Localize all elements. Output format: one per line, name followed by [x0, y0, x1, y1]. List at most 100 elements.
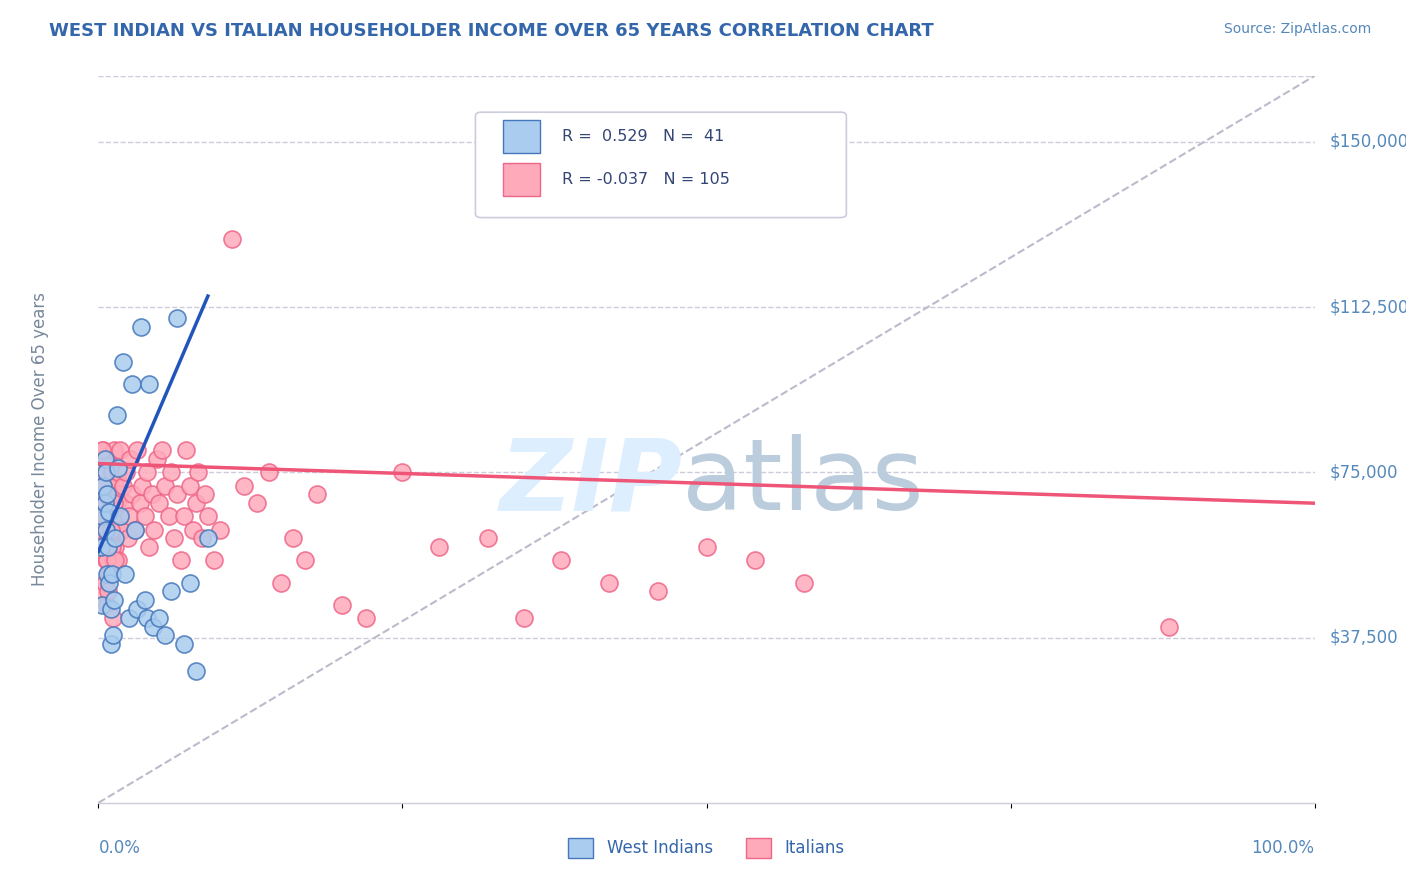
Point	[118, 452, 141, 467]
Point	[98, 566, 121, 581]
Point	[96, 452, 118, 467]
Point	[174, 443, 197, 458]
Point	[91, 478, 114, 492]
Point	[110, 509, 132, 524]
Point	[105, 496, 128, 510]
Point	[91, 478, 114, 492]
Point	[93, 487, 115, 501]
Point	[91, 443, 114, 458]
Point	[166, 311, 188, 326]
Point	[138, 377, 160, 392]
Point	[103, 443, 125, 458]
Point	[96, 566, 118, 581]
Point	[111, 478, 134, 492]
Point	[184, 496, 207, 510]
Point	[100, 637, 122, 651]
Point	[98, 575, 121, 590]
Point	[245, 496, 267, 510]
Point	[91, 523, 114, 537]
Point	[94, 523, 117, 537]
Point	[110, 443, 132, 458]
Point	[233, 478, 256, 492]
Point	[142, 619, 165, 633]
Point	[97, 487, 120, 501]
Point	[91, 598, 114, 612]
Point	[127, 443, 149, 458]
Point	[96, 598, 118, 612]
Point	[104, 478, 127, 492]
Point	[98, 566, 121, 581]
Point	[118, 611, 141, 625]
Point	[391, 466, 413, 480]
Point	[101, 611, 124, 625]
Text: 100.0%: 100.0%	[1251, 839, 1315, 857]
Text: WEST INDIAN VS ITALIAN HOUSEHOLDER INCOME OVER 65 YEARS CORRELATION CHART: WEST INDIAN VS ITALIAN HOUSEHOLDER INCOM…	[49, 22, 934, 40]
Point	[121, 487, 143, 501]
Point	[97, 541, 120, 555]
Point	[101, 532, 124, 546]
Point	[129, 320, 152, 334]
Point	[131, 478, 153, 492]
Point	[97, 532, 120, 546]
Point	[94, 466, 117, 480]
Text: atlas: atlas	[682, 434, 924, 532]
Point	[209, 523, 232, 537]
Point	[91, 541, 114, 555]
Point	[107, 466, 129, 480]
Point	[100, 496, 122, 510]
Point	[103, 509, 125, 524]
Point	[181, 523, 204, 537]
Point	[146, 452, 169, 467]
Point	[281, 532, 304, 546]
Point	[98, 509, 121, 524]
Text: Householder Income Over 65 years: Householder Income Over 65 years	[31, 293, 49, 586]
Point	[696, 541, 718, 555]
Point	[163, 532, 186, 546]
Point	[121, 377, 143, 392]
Text: $37,500: $37,500	[1329, 629, 1398, 647]
Point	[136, 466, 159, 480]
Point	[101, 466, 124, 480]
Point	[134, 509, 156, 524]
Point	[103, 496, 125, 510]
Point	[294, 553, 316, 567]
Point	[100, 602, 122, 616]
Point	[148, 611, 170, 625]
Point	[100, 523, 122, 537]
Point	[138, 541, 160, 555]
Point	[257, 466, 280, 480]
Point	[330, 598, 353, 612]
Point	[179, 478, 201, 492]
Point	[114, 496, 136, 510]
Point	[100, 541, 122, 555]
Point	[105, 408, 128, 422]
Point	[155, 478, 177, 492]
Point	[173, 637, 195, 651]
Point	[98, 505, 121, 519]
Point	[111, 355, 134, 369]
Point	[150, 443, 173, 458]
Point	[202, 553, 225, 567]
Point	[93, 509, 115, 524]
Point	[170, 553, 193, 567]
Point	[160, 466, 183, 480]
Point	[96, 487, 118, 501]
Point	[148, 496, 170, 510]
Point	[513, 611, 536, 625]
Point	[1157, 619, 1180, 633]
Point	[427, 541, 450, 555]
Point	[90, 541, 112, 555]
Point	[104, 532, 127, 546]
Point	[96, 523, 118, 537]
Point	[173, 509, 195, 524]
Point	[105, 523, 128, 537]
Point	[117, 532, 139, 546]
Point	[114, 566, 136, 581]
Point	[93, 452, 115, 467]
Point	[101, 487, 124, 501]
Point	[166, 487, 188, 501]
Text: $112,500: $112,500	[1329, 298, 1406, 316]
Point	[793, 575, 815, 590]
Point	[104, 541, 127, 555]
Point	[187, 466, 209, 480]
